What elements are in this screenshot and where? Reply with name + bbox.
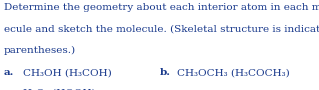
Text: H₂O₂ (HOOH): H₂O₂ (HOOH) [23,88,96,90]
Text: c.: c. [4,88,14,90]
Text: ecule and sketch the molecule. (Skeletal structure is indicated in: ecule and sketch the molecule. (Skeletal… [4,24,319,33]
Text: a.: a. [4,68,14,77]
Text: parentheses.): parentheses.) [4,46,76,55]
Text: CH₃OH (H₃COH): CH₃OH (H₃COH) [23,68,112,77]
Text: CH₃OCH₃ (H₃COCH₃): CH₃OCH₃ (H₃COCH₃) [177,68,290,77]
Text: Determine the geometry about each interior atom in each mol-: Determine the geometry about each interi… [4,3,319,12]
Text: b.: b. [160,68,170,77]
